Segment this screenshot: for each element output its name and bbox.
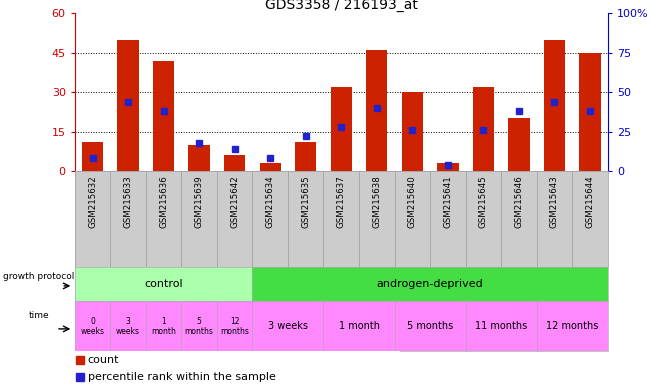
Text: count: count — [88, 356, 119, 366]
Text: 3 weeks: 3 weeks — [268, 321, 308, 331]
Text: control: control — [144, 279, 183, 289]
Text: 12 months: 12 months — [546, 321, 599, 331]
Text: 0
weeks: 0 weeks — [81, 317, 105, 336]
Text: 11 months: 11 months — [475, 321, 527, 331]
Text: androgen-deprived: androgen-deprived — [377, 279, 484, 289]
Bar — [473, 87, 494, 171]
Bar — [118, 40, 138, 171]
Bar — [544, 40, 565, 171]
Bar — [331, 87, 352, 171]
Bar — [224, 155, 245, 171]
Text: 12
months: 12 months — [220, 317, 249, 336]
Text: GSM215636: GSM215636 — [159, 176, 168, 228]
Bar — [82, 142, 103, 171]
Bar — [366, 50, 387, 171]
Text: time: time — [29, 311, 49, 320]
Text: GSM215646: GSM215646 — [514, 176, 523, 228]
Text: GSM215641: GSM215641 — [443, 176, 452, 228]
Text: percentile rank within the sample: percentile rank within the sample — [88, 372, 276, 382]
Text: GSM215640: GSM215640 — [408, 176, 417, 228]
Bar — [259, 163, 281, 171]
Text: growth protocol: growth protocol — [3, 272, 75, 281]
Bar — [153, 61, 174, 171]
Text: 5
months: 5 months — [185, 317, 214, 336]
Text: GSM215645: GSM215645 — [479, 176, 488, 228]
Bar — [437, 163, 458, 171]
Text: GSM215638: GSM215638 — [372, 176, 382, 228]
Bar — [508, 118, 530, 171]
Text: 1
month: 1 month — [151, 317, 176, 336]
Text: GSM215642: GSM215642 — [230, 176, 239, 228]
Text: GSM215643: GSM215643 — [550, 176, 559, 228]
Bar — [188, 145, 210, 171]
Text: GSM215632: GSM215632 — [88, 176, 97, 228]
Text: GSM215633: GSM215633 — [124, 176, 133, 228]
Text: 1 month: 1 month — [339, 321, 380, 331]
Text: GSM215639: GSM215639 — [194, 176, 203, 228]
Text: GSM215635: GSM215635 — [301, 176, 310, 228]
Bar — [295, 142, 317, 171]
Text: 3
weeks: 3 weeks — [116, 317, 140, 336]
Text: 5 months: 5 months — [407, 321, 453, 331]
Bar — [579, 53, 601, 171]
Bar — [402, 92, 423, 171]
Text: GSM215634: GSM215634 — [266, 176, 275, 228]
Text: GSM215644: GSM215644 — [586, 176, 595, 228]
Text: GSM215637: GSM215637 — [337, 176, 346, 228]
Title: GDS3358 / 216193_at: GDS3358 / 216193_at — [265, 0, 418, 12]
